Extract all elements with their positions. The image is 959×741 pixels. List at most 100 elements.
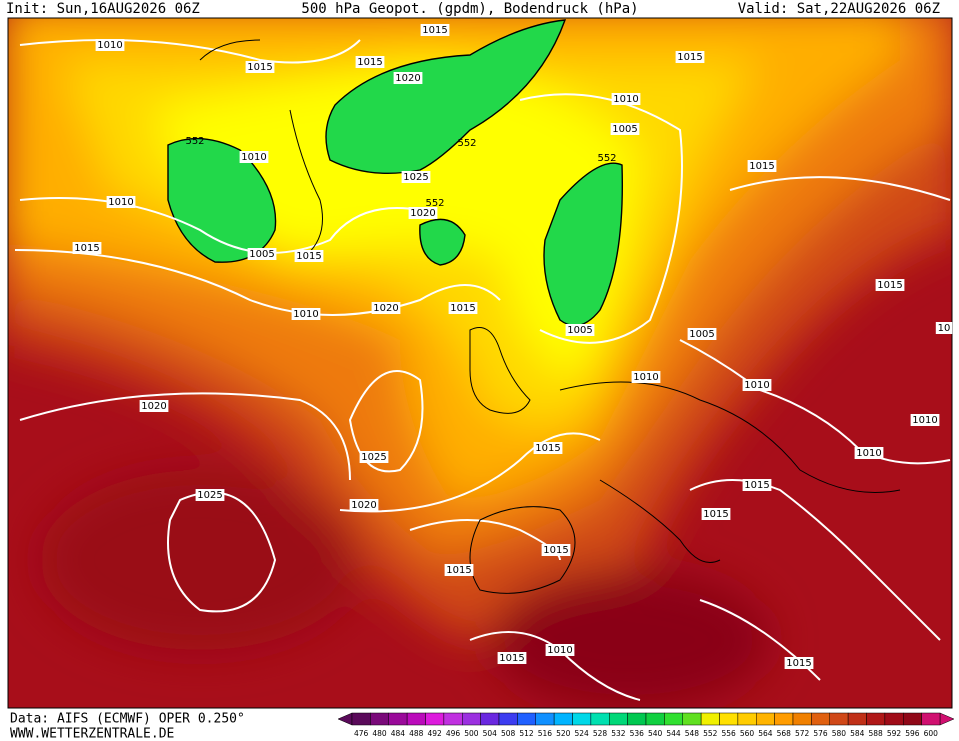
isobar-label: 1020	[410, 208, 435, 219]
colorbar-cell	[498, 712, 518, 726]
colorbar-cell	[645, 712, 665, 726]
website: WWW.WETTERZENTRALE.DE	[10, 727, 174, 741]
isobar-label-box	[247, 248, 277, 260]
colorbar-label: 588	[869, 729, 884, 738]
colorbar-cell	[811, 712, 830, 726]
colorbar-label: 524	[575, 729, 590, 738]
isobar-label: 1015	[749, 161, 774, 172]
height-contour-label: 552	[597, 153, 616, 164]
isobar-label-box	[854, 447, 884, 459]
isobar-label-box	[747, 160, 777, 172]
isobar-label: 1020	[141, 401, 166, 412]
colorbar-cell	[351, 712, 371, 726]
isobar-label-box	[95, 39, 125, 51]
colorbar-cell	[517, 712, 536, 726]
isobar-label-box	[245, 61, 275, 73]
colorbar-label: 568	[777, 729, 792, 738]
isobar-label: 1015	[446, 565, 471, 576]
colorbar-cell	[719, 712, 739, 726]
isobar-label-box	[784, 657, 814, 669]
isobar-label: 1020	[373, 303, 398, 314]
colorbar-cell	[443, 712, 463, 726]
isobar-label: 1015	[357, 57, 382, 68]
colorbar-cell	[664, 712, 683, 726]
isobar-label: 1010	[97, 40, 122, 51]
isobar-label-box	[875, 279, 905, 291]
isobar-label-box	[541, 544, 571, 556]
isobar-label: 1010	[744, 380, 769, 391]
data-source: Data: AIFS (ECMWF) OPER 0.250°	[10, 712, 245, 727]
isobar-label: 1015	[450, 303, 475, 314]
isobar-label-box	[239, 151, 269, 163]
isobar-label-box	[420, 24, 450, 36]
isobar-label: 1025	[403, 172, 428, 183]
isobar-label: 1010	[547, 645, 572, 656]
isobar-label: 1010	[241, 152, 266, 163]
isobar-label: 1015	[877, 280, 902, 291]
colorbar-label: 564	[758, 729, 773, 738]
isobar-labels: 1010101510151015102055210105521025552102…	[72, 24, 953, 669]
isobar-label: 1010	[613, 94, 638, 105]
colorbar-label: 572	[795, 729, 810, 738]
isobar-label: 1015	[422, 25, 447, 36]
isobar-label-box	[444, 564, 474, 576]
colorbar-label: 508	[501, 729, 516, 738]
isobar-label: 1005	[567, 325, 592, 336]
colorbar-label: 580	[832, 729, 847, 738]
isobar-label: 1015	[703, 509, 728, 520]
isobar-label-box	[631, 371, 661, 383]
colorbar-label: 560	[740, 729, 755, 738]
isobar-label-box	[106, 196, 136, 208]
colorbar-label: 480	[372, 729, 387, 738]
colorbar-cell	[627, 712, 647, 726]
isobar-label-box	[611, 93, 641, 105]
isobar-label-box	[545, 644, 575, 656]
colorbar-label: 548	[685, 729, 700, 738]
map-area	[8, 18, 952, 708]
colorbar-cell	[590, 712, 610, 726]
colorbar-cell	[774, 712, 794, 726]
colorbar-label: 544	[666, 729, 681, 738]
isobar-label: 1015	[499, 653, 524, 664]
isobar-label-box	[294, 250, 324, 262]
colorbar-cell	[462, 712, 481, 726]
isobar-label-box	[687, 328, 717, 340]
colorbar-label: 492	[428, 729, 443, 738]
isobar-label: 1025	[361, 452, 386, 463]
height-contour-label: 552	[185, 136, 204, 147]
colorbar-cell	[388, 712, 408, 726]
isobar-label: 1015	[744, 480, 769, 491]
colorbar-label: 488	[409, 729, 424, 738]
colorbar-cell	[866, 712, 886, 726]
init-time: Init: Sun,16AUG2026 06Z	[6, 1, 200, 17]
isobar-label: 1005	[689, 329, 714, 340]
isobar-label-box	[910, 414, 940, 426]
colorbar-label: 496	[446, 729, 461, 738]
isobar-label: 1010	[293, 309, 318, 320]
green-552-areas	[167, 19, 623, 327]
isobar-label: 1010	[912, 415, 937, 426]
colorbar-label: 484	[391, 729, 406, 738]
colorbar-label: 516	[538, 729, 553, 738]
isobar-label: 1015	[74, 243, 99, 254]
isobar-label-box	[610, 123, 640, 135]
isobar-label-box	[355, 56, 385, 68]
isobar-label-box	[701, 508, 731, 520]
colorbar-label: 596	[905, 729, 920, 738]
isobar-label-box	[371, 302, 401, 314]
isobar-label-box	[195, 489, 225, 501]
map-title: 500 hPa Geopot. (gpdm), Bodendruck (hPa)	[301, 1, 638, 17]
isobar-label: 1015	[535, 443, 560, 454]
isobar-label-box	[393, 72, 423, 84]
colorbar-cell	[847, 712, 867, 726]
colorbar-cell	[572, 712, 592, 726]
isobar-label-box	[349, 499, 379, 511]
isobar-label: 1005	[612, 124, 637, 135]
colorbar-label: 556	[722, 729, 737, 738]
colorbar-label: 532	[611, 729, 626, 738]
colorbar-label: 520	[556, 729, 571, 738]
colorbar-label: 528	[593, 729, 608, 738]
isobar-label: 1015	[296, 251, 321, 262]
colorbar-cell	[737, 712, 757, 726]
